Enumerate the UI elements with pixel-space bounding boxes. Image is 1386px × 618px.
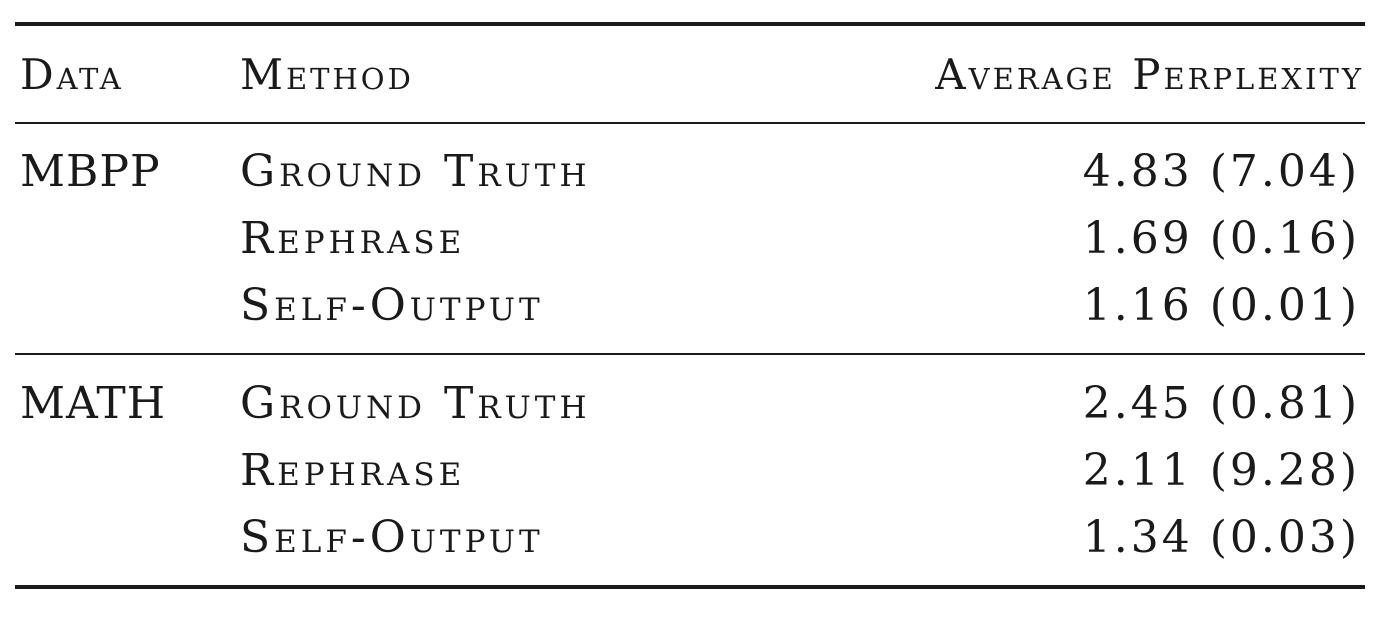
header-data: Data [20,50,124,99]
header-average-perplexity: Average Perplexity [935,50,1364,99]
header-method: Method [240,50,414,99]
table-row-method: Ground Truth [240,146,591,197]
bottom-rule [15,585,1365,589]
table-row-value: 2.45 (0.81) [1082,378,1360,429]
table-row-method: Self-Output [240,280,544,331]
group-separator-rule [15,353,1365,355]
group-data-label: MATH [20,378,167,429]
table-row-method: Self-Output [240,512,544,563]
table-row-method: Rephrase [240,445,466,496]
table-row-value: 2.11 (9.28) [1082,445,1360,496]
table-row-value: 1.16 (0.01) [1082,280,1360,331]
top-rule [15,22,1365,26]
table-row-value: 1.34 (0.03) [1082,512,1360,563]
table-row-method: Rephrase [240,213,466,264]
table-row-value: 4.83 (7.04) [1082,146,1360,197]
header-rule [15,122,1365,124]
table-row-method: Ground Truth [240,378,591,429]
table-row-value: 1.69 (0.16) [1082,213,1360,264]
group-data-label: MBPP [20,146,161,197]
